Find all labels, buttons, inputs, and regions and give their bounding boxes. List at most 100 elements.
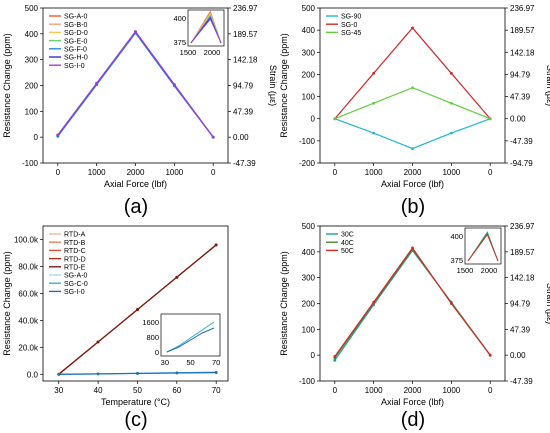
y-tick-label: 400 — [25, 30, 39, 39]
legend-label: RTD-D — [64, 256, 86, 263]
data-point — [411, 147, 414, 151]
y-tick-label: 200 — [302, 300, 316, 309]
legend-label: SG-B-0 — [64, 22, 87, 29]
y2-tick-label: 94.79 — [510, 300, 531, 309]
x-tick-label: 30 — [54, 386, 63, 395]
y-tick-label: 100.0k — [14, 235, 39, 244]
y2-axis-label: Strain (με) — [268, 65, 278, 106]
y-tick-label: 60.0k — [18, 289, 39, 298]
legend-label: SG-I-0 — [64, 63, 85, 70]
x-tick-label: 1000 — [88, 168, 106, 177]
inset-y-tick-label: 400 — [450, 232, 463, 241]
y2-tick-label: 0.00 — [510, 351, 526, 360]
y2-tick-label: 142.18 — [233, 56, 258, 65]
legend-label: 50C — [341, 248, 354, 255]
inset-y-tick-label: 800 — [146, 333, 159, 342]
data-point — [333, 117, 337, 121]
y2-tick-label: 236.97 — [233, 4, 258, 13]
legend-label: SG-I-0 — [64, 289, 85, 296]
y2-tick-label: 189.57 — [510, 248, 535, 257]
y2-tick-label: 236.97 — [510, 222, 535, 231]
y-tick-label: 0 — [34, 133, 39, 142]
x-tick-label: 0 — [333, 386, 338, 395]
inset-series-line — [166, 327, 215, 353]
chart-panel-3: 30 40 50 60 70 0.0 20.0k 40.0k 60.0k 80.0k 100.0k T… — [2, 225, 229, 407]
data-point — [372, 71, 376, 75]
data-point — [96, 340, 100, 344]
legend-label: SG-E-0 — [64, 38, 87, 45]
legend-label: RTD-B — [64, 240, 86, 247]
y-tick-label: 400 — [302, 26, 316, 35]
y-tick-label: 200 — [302, 70, 316, 79]
x-tick-label: 70 — [212, 386, 221, 395]
inset-x-tick-label: 30 — [161, 358, 169, 367]
y2-tick-label: 142.18 — [510, 274, 535, 283]
data-point — [175, 371, 179, 375]
inset-x-tick-label: 2000 — [204, 48, 221, 57]
data-point — [372, 300, 376, 304]
y-axis-label: Resistance Change (ppm) — [279, 33, 289, 138]
data-point — [96, 372, 100, 376]
y2-tick-label: -47.39 — [510, 377, 533, 386]
x-tick-label: 0 — [211, 168, 216, 177]
data-point — [372, 131, 376, 135]
x-tick-label: 1000 — [365, 386, 383, 395]
y2-tick-label: 189.57 — [233, 30, 258, 39]
inset: 30 50 70 1600 800 0 — [142, 313, 221, 367]
x-tick-label: 40 — [94, 386, 103, 395]
inset-y-tick-label: 375 — [450, 256, 463, 265]
panel-label: (b) — [401, 196, 425, 218]
legend-label: SG-0 — [341, 22, 357, 29]
data-point — [372, 101, 376, 105]
data-point — [136, 308, 139, 311]
data-point — [134, 30, 137, 33]
y-tick-label: 500 — [302, 222, 316, 231]
x-tick-label: 1000 — [365, 168, 383, 177]
panel-label: (d) — [401, 409, 425, 431]
y-tick-label: 0.0 — [27, 370, 39, 379]
x-tick-label: 1000 — [165, 168, 183, 177]
x-tick-label: 50 — [133, 386, 142, 395]
inset: 1500 2000 400 375 — [450, 227, 502, 275]
y-tick-label: -100 — [22, 159, 39, 168]
x-tick-label: 0 — [488, 168, 493, 177]
legend-label: 30C — [341, 232, 354, 239]
inset: 1500 2000 400 375 — [173, 9, 225, 57]
data-point — [136, 372, 139, 375]
y2-tick-label: 0.00 — [233, 133, 249, 142]
data-point — [95, 81, 99, 85]
y2-tick-label: 142.18 — [510, 48, 535, 57]
x-tick-label: 2000 — [127, 168, 145, 177]
y2-tick-label: 47.39 — [510, 325, 531, 334]
inset-x-tick-label: 70 — [212, 358, 220, 367]
legend-label: SG-F-0 — [64, 47, 87, 54]
legend: SG-A-0SG-B-0SG-D-0SG-E-0 SG-F-0SG-H-0SG-I… — [49, 14, 88, 70]
y-tick-label: 40.0k — [18, 316, 39, 325]
y-tick-label: 0 — [311, 115, 316, 124]
data-point — [411, 86, 414, 90]
y2-axis-label: Strain (με) — [545, 283, 550, 324]
panel-label: (a) — [124, 196, 148, 218]
inset-y-tick-label: 375 — [173, 38, 186, 47]
inset-x-tick-label: 50 — [186, 358, 194, 367]
y-tick-label: 300 — [302, 48, 316, 57]
y-tick-label: -200 — [299, 159, 316, 168]
y-tick-label: 100 — [302, 325, 316, 334]
data-point — [56, 133, 60, 137]
y-tick-label: 100 — [25, 107, 39, 116]
data-point — [449, 131, 453, 135]
x-tick-label: 1000 — [442, 386, 460, 395]
x-axis-label: Axial Force (lbf) — [381, 397, 444, 407]
inset-x-tick-label: 2000 — [481, 266, 498, 275]
y-tick-label: -100 — [299, 377, 316, 386]
y2-tick-label: 0.00 — [510, 115, 526, 124]
y2-tick-label: -94.79 — [510, 159, 533, 168]
y-tick-label: 300 — [25, 56, 39, 65]
y-tick-label: 200 — [25, 82, 39, 91]
legend-label: SG-90 — [341, 14, 361, 21]
legend-label: SG-45 — [341, 30, 361, 37]
data-point — [411, 246, 414, 250]
y2-tick-label: 47.39 — [233, 107, 254, 116]
